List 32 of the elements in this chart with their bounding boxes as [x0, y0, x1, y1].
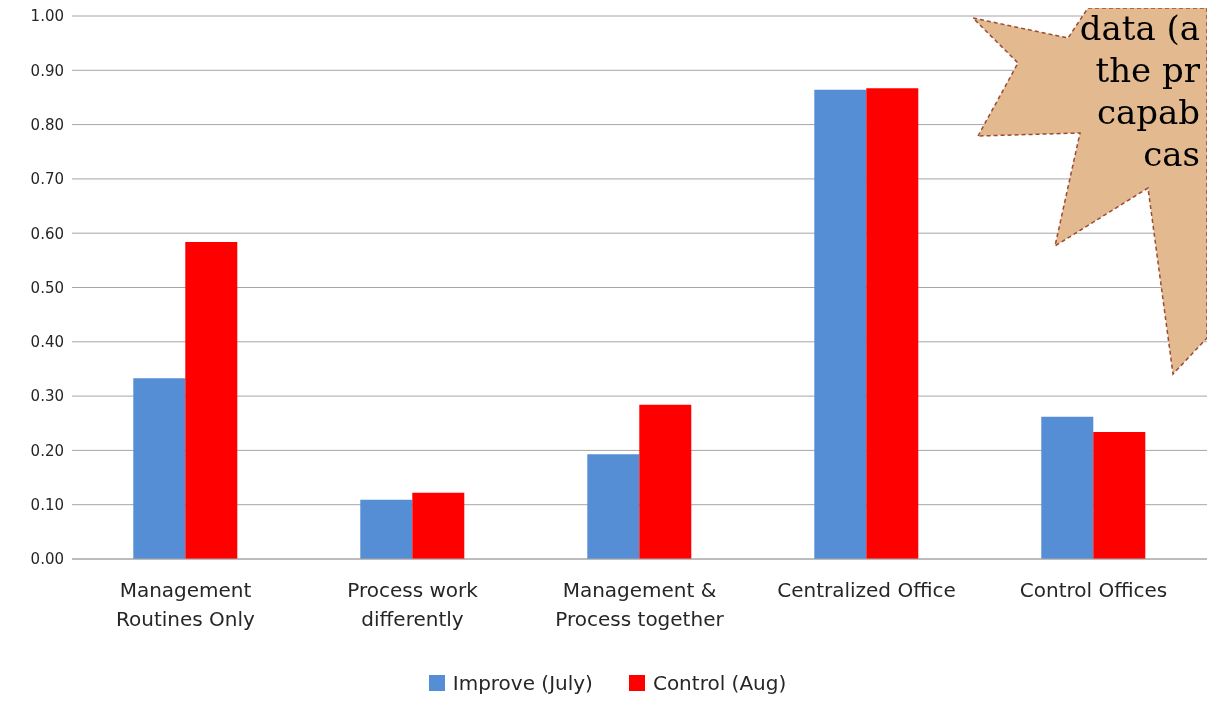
y-tick-label: 0.00: [30, 550, 64, 569]
y-tick-label: 1.00: [30, 7, 64, 26]
x-tick-label: Process work differently: [347, 578, 479, 631]
y-tick-label: 0.10: [30, 496, 64, 515]
y-tick-label: 0.90: [30, 61, 64, 80]
y-tick-label: 0.40: [30, 333, 64, 352]
annotation: the pr: [1095, 50, 1201, 90]
annotation: capab: [1096, 92, 1200, 132]
legend-label: Control (Aug): [652, 671, 787, 695]
annotation: data (a: [1079, 8, 1200, 48]
bar: [866, 88, 919, 559]
y-tick-label: 0.30: [30, 387, 64, 406]
y-tick-label: 0.50: [30, 278, 64, 297]
x-tick-label: Management Routines Only: [116, 578, 256, 631]
bar: [814, 89, 867, 559]
y-tick-label: 0.80: [30, 115, 64, 134]
legend-label: Improve (July): [452, 671, 593, 695]
annotation: cas: [1143, 134, 1200, 174]
bar: [1093, 431, 1146, 559]
y-tick-label: 0.60: [30, 224, 64, 243]
bar: [639, 404, 692, 559]
x-tick-label: Management & Process together: [555, 578, 725, 631]
x-tick-label: Centralized Office: [777, 578, 956, 602]
bar: [133, 378, 186, 559]
bar: [360, 499, 413, 559]
bar: [1041, 416, 1094, 559]
y-tick-label: 0.70: [30, 170, 64, 189]
y-tick-label: 0.20: [30, 441, 64, 460]
x-tick-label: Control Offices: [1019, 578, 1168, 602]
bar: [185, 241, 238, 559]
bar: [587, 454, 640, 559]
bar: [412, 492, 465, 559]
